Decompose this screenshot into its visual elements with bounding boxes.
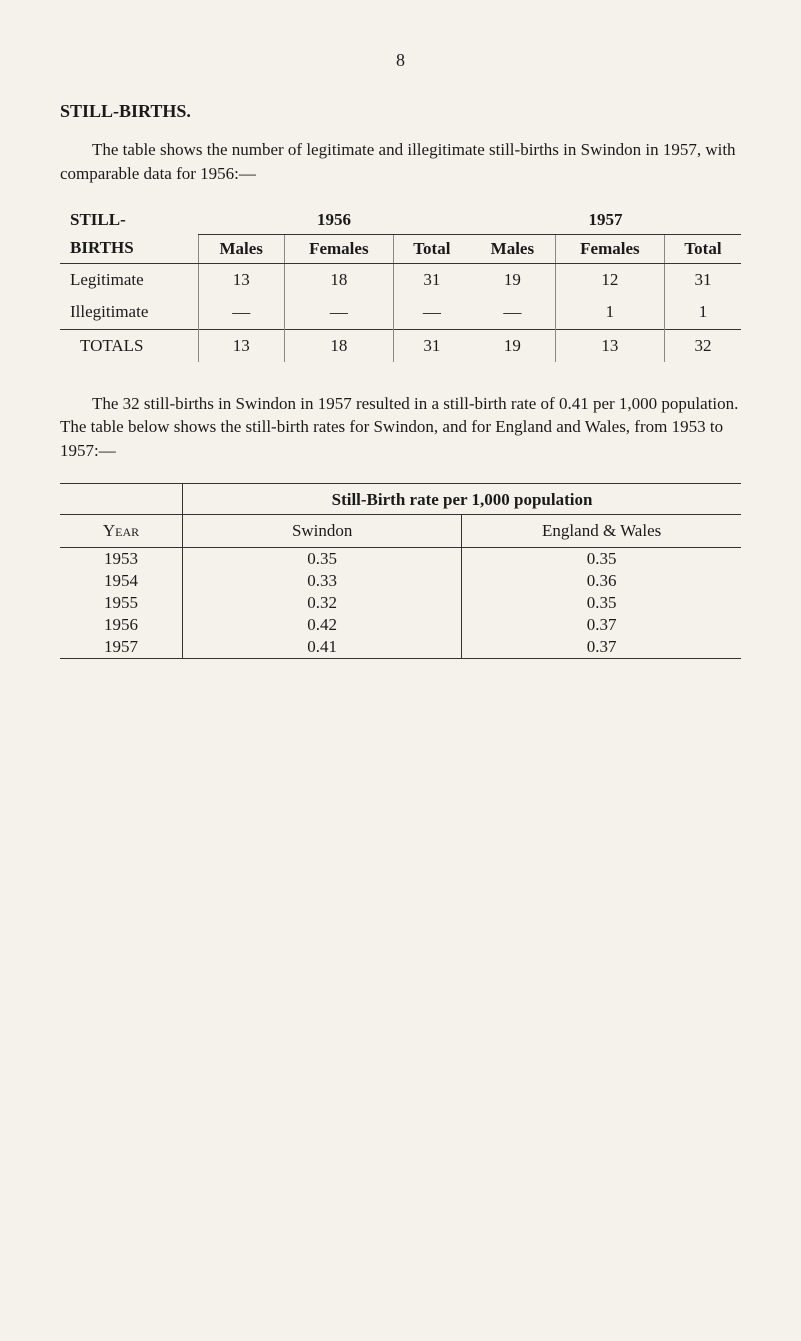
t2-title: Still-Birth rate per 1,000 population	[183, 483, 741, 514]
t1-row1-f57: 1	[555, 296, 664, 330]
page-number: 8	[60, 50, 741, 71]
t2-r4-sw: 0.41	[183, 636, 462, 659]
t2-r1-sw: 0.33	[183, 570, 462, 592]
t2-r4-ew: 0.37	[462, 636, 741, 659]
t2-r2-year: 1955	[60, 592, 183, 614]
t1-rowheader-bottom: BIRTHS	[60, 234, 198, 263]
t1-row1-t57: 1	[664, 296, 741, 330]
t2-r4-year: 1957	[60, 636, 183, 659]
t1-row1-label: Illegitimate	[60, 296, 198, 330]
t1-row1-t56: —	[393, 296, 470, 330]
t2-r3-ew: 0.37	[462, 614, 741, 636]
t2-r0-year: 1953	[60, 547, 183, 570]
t2-r1-year: 1954	[60, 570, 183, 592]
t2-r3-year: 1956	[60, 614, 183, 636]
t2-r1-ew: 0.36	[462, 570, 741, 592]
intro-paragraph-1: The table shows the number of legitimate…	[60, 138, 741, 186]
stillbirths-table: STILL- 1956 1957 BIRTHS Males Females To…	[60, 206, 741, 362]
t1-totals-t57: 32	[664, 329, 741, 362]
t1-row0-f57: 12	[555, 263, 664, 296]
t1-h-males-57: Males	[470, 234, 555, 263]
t2-h-swindon: Swindon	[183, 514, 462, 547]
t1-totals-m56: 13	[198, 329, 284, 362]
t1-h-males-56: Males	[198, 234, 284, 263]
t1-rowheader-top: STILL-	[60, 206, 198, 235]
t1-row0-label: Legitimate	[60, 263, 198, 296]
t2-r2-sw: 0.32	[183, 592, 462, 614]
t2-r0-ew: 0.35	[462, 547, 741, 570]
t2-r2-ew: 0.35	[462, 592, 741, 614]
t2-h-year: Year	[60, 514, 183, 547]
t1-row1-m57: —	[470, 296, 555, 330]
t1-totals-f56: 18	[284, 329, 393, 362]
t1-h-total-57: Total	[664, 234, 741, 263]
t1-row0-m56: 13	[198, 263, 284, 296]
t1-year-1957: 1957	[470, 206, 741, 235]
intro-paragraph-2: The 32 still-births in Swindon in 1957 r…	[60, 392, 741, 463]
t2-blank	[60, 483, 183, 514]
t1-row0-t56: 31	[393, 263, 470, 296]
t1-row1-m56: —	[198, 296, 284, 330]
t1-totals-label: TOTALS	[60, 329, 198, 362]
t2-h-ew: England & Wales	[462, 514, 741, 547]
table1-wrapper: STILL- 1956 1957 BIRTHS Males Females To…	[60, 206, 741, 362]
t1-row1-f56: —	[284, 296, 393, 330]
t1-h-females-56: Females	[284, 234, 393, 263]
stillbirth-rate-table: Still-Birth rate per 1,000 population Ye…	[60, 483, 741, 659]
t1-h-total-56: Total	[393, 234, 470, 263]
t1-year-1956: 1956	[198, 206, 470, 235]
t1-totals-t56: 31	[393, 329, 470, 362]
t1-row0-t57: 31	[664, 263, 741, 296]
section-title: STILL-BIRTHS.	[60, 101, 741, 122]
t1-totals-m57: 19	[470, 329, 555, 362]
t1-row0-f56: 18	[284, 263, 393, 296]
table2-wrapper: Still-Birth rate per 1,000 population Ye…	[60, 483, 741, 659]
t2-r3-sw: 0.42	[183, 614, 462, 636]
t1-h-females-57: Females	[555, 234, 664, 263]
t1-totals-f57: 13	[555, 329, 664, 362]
t1-row0-m57: 19	[470, 263, 555, 296]
t2-r0-sw: 0.35	[183, 547, 462, 570]
